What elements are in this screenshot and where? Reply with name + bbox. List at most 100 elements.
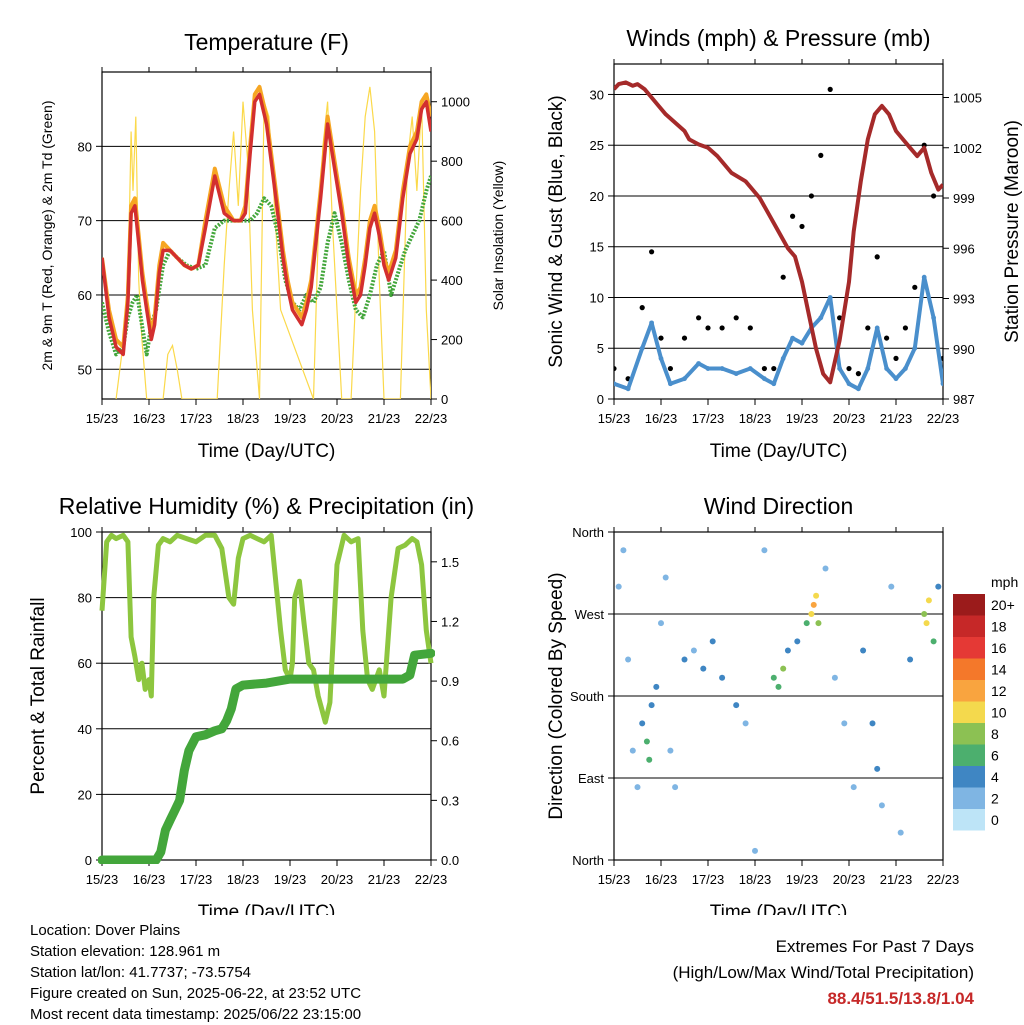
y-tick-label-right: 800 xyxy=(441,154,463,169)
x-tick-label: 16/23 xyxy=(645,872,678,887)
direction-point xyxy=(672,784,679,791)
recent-timestamp: Most recent data timestamp: 2025/06/22 2… xyxy=(30,1006,362,1023)
direction-point xyxy=(780,665,787,672)
legend-swatch xyxy=(953,744,985,766)
direction-point xyxy=(897,829,904,836)
wind-point xyxy=(762,376,767,382)
direction-point xyxy=(653,683,660,690)
y-axis-label: Percent & Total Rainfall xyxy=(28,597,49,794)
direction-point xyxy=(709,638,716,645)
wind-point xyxy=(639,345,645,351)
legend-label: 12 xyxy=(991,683,1007,699)
direction-point xyxy=(869,720,876,727)
x-tick-label: 16/23 xyxy=(645,411,678,426)
direction-point xyxy=(921,611,928,617)
series-pressure-line xyxy=(614,80,943,385)
station-info: Location: Dover Plains Station elevation… xyxy=(30,920,361,1025)
series-precip-line xyxy=(98,648,435,864)
direction-point xyxy=(803,620,810,627)
x-tick-label: 20/23 xyxy=(833,411,866,426)
gust-point xyxy=(855,371,862,377)
direction-point xyxy=(935,583,942,590)
legend-label: 8 xyxy=(991,726,999,742)
x-tick-label: 21/23 xyxy=(368,411,401,426)
wind-point xyxy=(931,315,936,321)
wind-point xyxy=(747,366,753,371)
wind-point xyxy=(771,381,777,387)
direction-point xyxy=(742,720,749,727)
y-tick-label: 60 xyxy=(78,288,92,303)
extremes-values: 88.4/51.5/13.8/1.04 xyxy=(827,989,974,1008)
extremes-box: Extremes For Past 7 Days (High/Low/Max W… xyxy=(673,934,974,1012)
wind-point xyxy=(733,371,739,377)
chart-title: Wind Direction xyxy=(704,493,854,519)
legend-swatch xyxy=(953,658,985,680)
y-tick-label: 60 xyxy=(78,656,92,671)
direction-point xyxy=(822,565,829,572)
extremes-title: Extremes For Past 7 Days xyxy=(775,937,974,956)
direction-point xyxy=(761,547,768,554)
y-tick-label: West xyxy=(575,607,605,622)
y-tick-label: 15 xyxy=(590,240,604,255)
y-tick-label: 20 xyxy=(78,787,92,802)
y-tick-label-right: 1002 xyxy=(953,141,982,156)
legend-title: mph xyxy=(991,574,1018,590)
gust-point xyxy=(912,284,918,290)
direction-point xyxy=(815,620,822,627)
legend-label: 6 xyxy=(991,747,999,763)
y-tick-label-right: 990 xyxy=(953,342,975,357)
wind-point xyxy=(846,381,852,387)
y-tick-label-right: 1.5 xyxy=(441,555,459,570)
wind-point xyxy=(719,366,725,371)
y-tick-label-right: 0.3 xyxy=(441,793,459,808)
legend-label: 2 xyxy=(991,790,999,806)
gust-point xyxy=(799,223,805,230)
series-temp2m-line xyxy=(102,92,431,357)
gust-point xyxy=(837,315,843,321)
y-tick-label-right: 987 xyxy=(953,392,975,407)
x-tick-label: 18/23 xyxy=(739,411,772,426)
y-tick-label-right: 1005 xyxy=(953,91,982,106)
direction-point xyxy=(878,802,885,809)
wind-point xyxy=(780,355,786,361)
y-tick-label: 80 xyxy=(78,591,92,606)
direction-point xyxy=(719,674,726,681)
x-tick-label: 18/23 xyxy=(227,411,260,426)
direction-point xyxy=(634,784,641,791)
direction-point xyxy=(658,620,664,627)
panel-4: North East South West North 15/23 16/23 17/23 18… xyxy=(546,493,1018,923)
direction-point xyxy=(810,601,817,608)
wind-point xyxy=(921,274,927,280)
direction-point xyxy=(752,847,758,854)
y-tick-label-right: 1000 xyxy=(441,95,470,110)
y-tick-label: South xyxy=(570,689,604,704)
y-tick-label-right: 999 xyxy=(953,191,975,206)
legend-label: 20+ xyxy=(991,597,1015,613)
gust-point xyxy=(681,335,688,341)
gust-point xyxy=(846,365,852,372)
legend-swatch xyxy=(953,723,985,745)
y-tick-label: 0 xyxy=(597,392,604,407)
direction-point xyxy=(639,720,646,727)
direction-point xyxy=(648,702,655,709)
y-tick-label: 50 xyxy=(78,362,92,377)
gust-point xyxy=(808,193,815,199)
y-tick-label-right: 600 xyxy=(441,214,463,229)
x-tick-label: 15/23 xyxy=(598,411,631,426)
x-tick-label: 22/23 xyxy=(415,872,448,887)
x-tick-label: 20/23 xyxy=(321,411,354,426)
direction-point xyxy=(643,738,650,745)
y-tick-label: East xyxy=(578,771,604,786)
y-tick-label: 70 xyxy=(78,214,92,229)
x-tick-label: 15/23 xyxy=(86,411,119,426)
extremes-subtitle: (High/Low/Max Wind/Total Precipitation) xyxy=(672,963,974,982)
gust-point xyxy=(705,325,711,331)
series-solar-line xyxy=(115,86,431,399)
x-axis-label: Time (Day/UTC) xyxy=(710,441,848,462)
station-latlon: Station lat/lon: 41.7737; -73.5754 xyxy=(30,964,252,981)
legend-swatch xyxy=(953,787,985,809)
x-tick-label: 21/23 xyxy=(368,872,401,887)
direction-point xyxy=(888,583,895,590)
gust-point xyxy=(893,355,899,361)
